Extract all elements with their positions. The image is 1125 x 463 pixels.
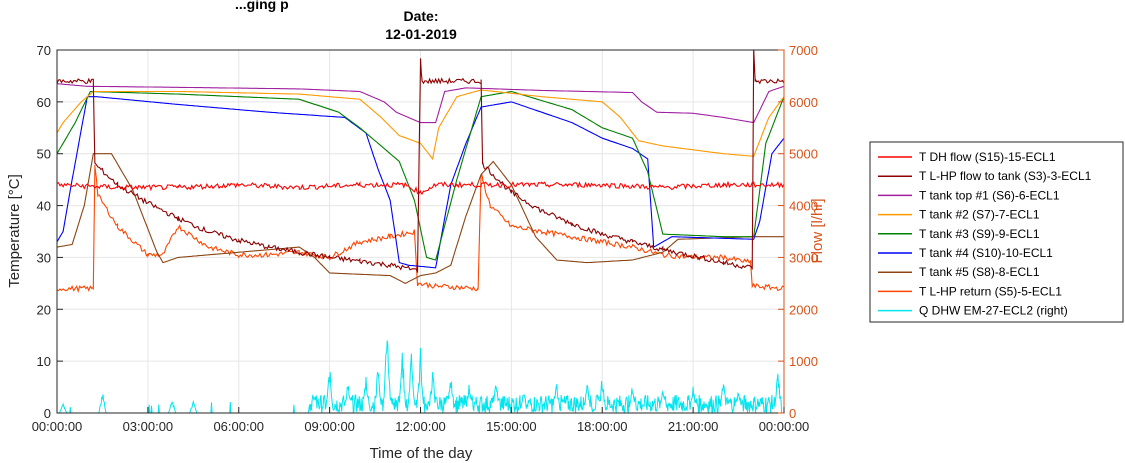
x-tick-label: 00:00:00 — [32, 419, 83, 434]
y-right-tick-label: 6000 — [789, 95, 818, 110]
chart-title-partial: ...ging p — [235, 0, 289, 12]
y-tick-label: 60 — [37, 95, 51, 110]
legend-entry: T tank top #1 (S6)-6-ECL1 — [919, 188, 1060, 202]
chart-title-date: 12-01-2019 — [385, 26, 457, 42]
y-tick-label: 50 — [37, 147, 51, 162]
left-axis: 0 10 20 30 40 50 60 70 — [37, 43, 63, 421]
x-tick-label: 06:00:00 — [213, 419, 264, 434]
legend-entry: T tank #4 (S10)-10-ECL1 — [919, 246, 1053, 260]
x-tick-label: 03:00:00 — [123, 419, 174, 434]
series-line — [57, 96, 784, 269]
y-right-tick-label: 5000 — [789, 147, 818, 162]
legend-entry: T L-HP flow to tank (S3)-3-ECL1 — [919, 169, 1092, 183]
series-line — [57, 153, 784, 285]
legend-box — [869, 141, 1124, 323]
x-axis: 00:00:00 03:00:00 06:00:00 09:00:00 12:00:00… — [32, 407, 810, 434]
series-line — [57, 164, 784, 293]
legend-entry: Q DHW EM-27-ECL2 (right) — [919, 304, 1068, 318]
series-line-q-dhw — [57, 340, 784, 413]
x-tick-label: 12:00:00 — [395, 419, 446, 434]
series-line — [57, 83, 784, 124]
y-right-tick-label: 1000 — [789, 354, 818, 369]
right-axis: 0 1000 2000 3000 4000 5000 6000 7000 — [778, 43, 818, 421]
legend: T DH flow (S15)-15-ECL1 T L-HP flow to ta… — [869, 141, 1124, 323]
x-tick-label: 21:00:00 — [668, 419, 719, 434]
y-tick-label: 30 — [37, 250, 51, 265]
series-line — [57, 90, 784, 261]
y-axis-label: Temperature [°C] — [6, 174, 23, 288]
legend-entry: T tank #3 (S9)-9-ECL1 — [919, 227, 1040, 241]
chart-title-date-label: Date: — [403, 8, 438, 24]
y-right-tick-label: 7000 — [789, 43, 818, 58]
y-right-tick-label: 4000 — [789, 199, 818, 214]
legend-entry: T tank #2 (S7)-7-ECL1 — [919, 208, 1040, 222]
y-tick-label: 40 — [37, 199, 51, 214]
y-tick-label: 0 — [44, 406, 51, 421]
x-axis-label: Time of the day — [370, 445, 473, 462]
x-tick-label: 18:00:00 — [577, 419, 628, 434]
legend-entry: T DH flow (S15)-15-ECL1 — [919, 150, 1056, 164]
x-tick-label: 00:00:00 — [759, 419, 810, 434]
y-right-tick-label: 2000 — [789, 302, 818, 317]
y-right-tick-label: 3000 — [789, 250, 818, 265]
x-tick-label: 09:00:00 — [304, 419, 355, 434]
series-line — [57, 89, 784, 161]
y-right-tick-label: 0 — [789, 406, 796, 421]
legend-entry: T L-HP return (S5)-5-ECL1 — [919, 284, 1062, 298]
y-tick-label: 20 — [37, 302, 51, 317]
series-line — [57, 50, 784, 273]
y-axis-right-label: Flow [l/hr] — [809, 198, 826, 263]
series-layer — [57, 50, 784, 413]
x-tick-label: 15:00:00 — [486, 419, 537, 434]
series-line — [57, 180, 784, 196]
legend-entry: T tank #5 (S8)-8-ECL1 — [919, 265, 1040, 279]
y-tick-label: 10 — [37, 354, 51, 369]
y-tick-label: 70 — [37, 43, 51, 58]
